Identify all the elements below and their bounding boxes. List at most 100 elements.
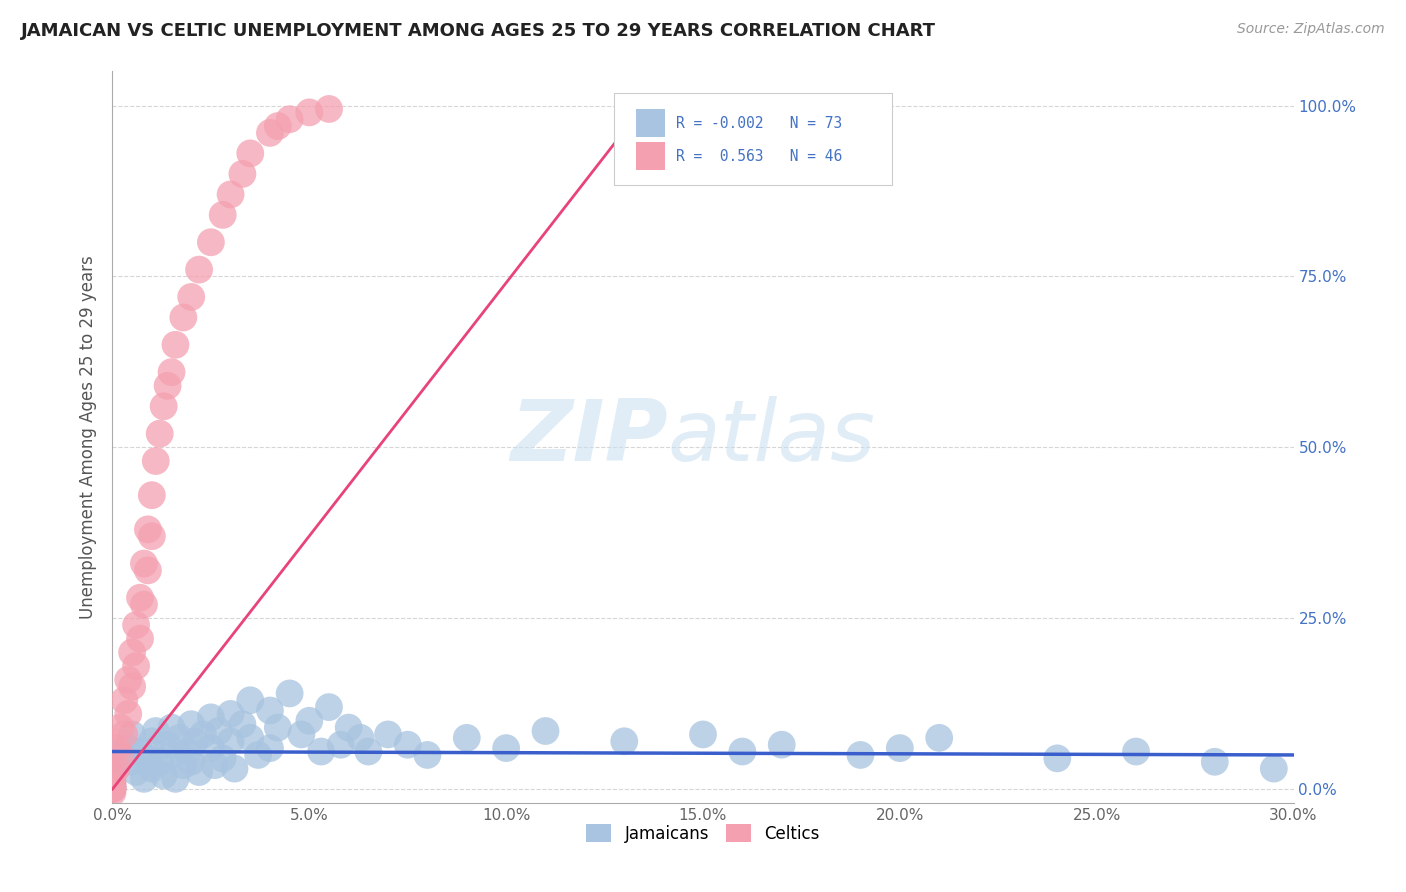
Point (357, 745, 380, 759)
Point (121, 727, 143, 741)
Point (318, 102, 340, 116)
Text: R =  0.563   N = 46: R = 0.563 N = 46 (676, 149, 842, 164)
Point (318, 700, 340, 714)
Point (141, 488, 163, 502)
Point (219, 734, 242, 748)
Point (160, 721, 183, 735)
Point (156, 738, 179, 752)
Point (613, 734, 636, 748)
Point (117, 741, 139, 756)
Point (101, 781, 124, 796)
Point (117, 673, 139, 687)
Point (101, 747, 124, 762)
Point (1204, 755, 1226, 769)
Point (156, 379, 179, 393)
Point (239, 146, 262, 161)
Point (309, 745, 332, 759)
Point (928, 731, 950, 745)
Point (145, 724, 167, 739)
Point (110, 747, 132, 762)
Point (149, 426, 172, 441)
Point (770, 738, 793, 752)
Point (849, 747, 872, 762)
Point (259, 126, 281, 140)
Text: R = -0.002   N = 73: R = -0.002 N = 73 (676, 116, 842, 131)
Point (141, 762, 163, 776)
Point (180, 755, 202, 769)
Point (259, 704, 281, 718)
Point (692, 727, 714, 741)
Point (101, 782, 124, 797)
Point (298, 714, 321, 728)
Point (329, 738, 352, 752)
Point (456, 731, 478, 745)
Point (290, 727, 312, 741)
Point (132, 598, 155, 612)
Point (224, 762, 246, 776)
FancyBboxPatch shape (636, 110, 665, 137)
Point (141, 734, 163, 748)
Point (267, 119, 290, 133)
Point (105, 762, 128, 776)
Point (534, 724, 557, 739)
Point (239, 731, 262, 745)
Point (731, 745, 754, 759)
Point (112, 727, 135, 741)
Point (101, 779, 124, 793)
Point (172, 758, 194, 772)
Point (101, 775, 124, 789)
Point (101, 768, 124, 782)
Point (121, 645, 143, 659)
Point (211, 751, 233, 765)
Point (141, 529, 163, 543)
Point (231, 717, 253, 731)
FancyBboxPatch shape (636, 143, 665, 170)
Point (204, 758, 226, 772)
Point (1263, 762, 1285, 776)
Point (165, 338, 187, 352)
Point (180, 717, 202, 731)
Point (889, 741, 911, 756)
Point (101, 768, 124, 782)
Point (145, 454, 167, 468)
Point (208, 724, 231, 739)
Point (188, 262, 211, 277)
Point (101, 775, 124, 789)
Point (165, 772, 187, 786)
Point (132, 772, 155, 786)
Point (132, 557, 155, 571)
Point (349, 731, 371, 745)
Point (152, 400, 174, 414)
Point (129, 632, 152, 646)
Point (101, 780, 124, 794)
Point (101, 786, 124, 800)
Point (176, 745, 198, 759)
Point (495, 741, 517, 756)
Point (105, 741, 128, 756)
Point (101, 779, 124, 793)
Point (278, 686, 301, 700)
Point (200, 235, 222, 250)
Point (149, 755, 172, 769)
Text: atlas: atlas (668, 395, 876, 479)
Point (377, 727, 399, 741)
Point (219, 187, 242, 202)
Point (247, 747, 270, 762)
Y-axis label: Unemployment Among Ages 25 to 29 years: Unemployment Among Ages 25 to 29 years (79, 255, 97, 619)
Point (136, 751, 159, 765)
Point (136, 522, 159, 536)
Point (110, 721, 132, 735)
Point (125, 659, 148, 673)
Point (200, 710, 222, 724)
Point (1046, 751, 1069, 765)
Point (219, 706, 242, 721)
Point (160, 365, 183, 379)
Point (337, 721, 360, 735)
Text: ZIP: ZIP (510, 395, 668, 479)
FancyBboxPatch shape (614, 94, 891, 185)
Point (188, 765, 211, 780)
Point (129, 745, 152, 759)
Text: Source: ZipAtlas.com: Source: ZipAtlas.com (1237, 22, 1385, 37)
Point (396, 738, 419, 752)
Point (160, 747, 183, 762)
